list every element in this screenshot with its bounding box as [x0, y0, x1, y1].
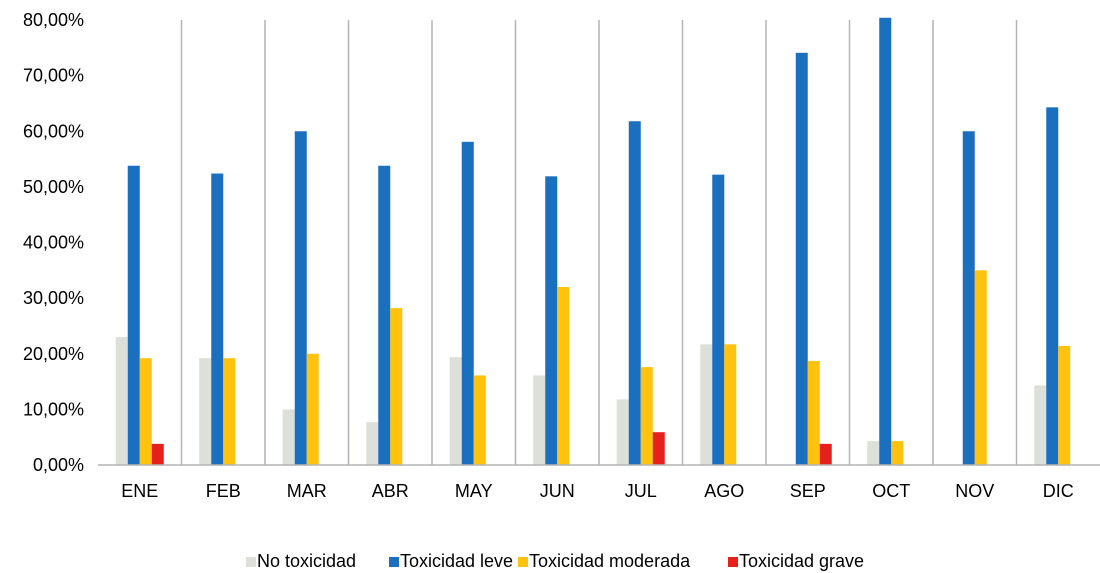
bar-sep-toxicidad-moderada — [807, 360, 820, 465]
bar-dic-no-toxicidad — [1034, 385, 1047, 465]
y-tick-label: 10,00% — [23, 399, 84, 419]
x-tick-label: MAY — [455, 481, 493, 501]
bar-nov-toxicidad-moderada — [974, 270, 987, 465]
bar-jun-no-toxicidad — [533, 375, 546, 465]
x-tick-label: ENE — [121, 481, 158, 501]
y-tick-label: 80,00% — [23, 10, 84, 30]
y-axis: 0,00% 10,00% 20,00% 30,00% 40,00% 50,00% 60,00… — [23, 10, 84, 475]
bar-oct-toxicidad-moderada — [891, 441, 904, 465]
x-tick-label: DIC — [1043, 481, 1074, 501]
y-tick-label: 20,00% — [23, 344, 84, 364]
x-tick-label: MAR — [287, 481, 327, 501]
bar-sep-toxicidad-grave — [819, 443, 832, 465]
bar-may-toxicidad-leve — [461, 141, 474, 465]
legend-swatch — [389, 557, 399, 567]
y-tick-label: 0,00% — [33, 455, 84, 475]
bar-ene-no-toxicidad — [115, 337, 128, 465]
bar-jul-toxicidad-moderada — [640, 367, 653, 465]
bar-ene-toxicidad-moderada — [139, 358, 152, 465]
bar-ene-toxicidad-leve — [127, 165, 140, 466]
legend-label: Toxicidad moderada — [529, 551, 691, 571]
bar-abr-no-toxicidad — [366, 422, 379, 465]
bar-ene-toxicidad-grave — [151, 443, 164, 465]
bar-jul-no-toxicidad — [616, 399, 629, 465]
legend-label: Toxicidad leve — [400, 551, 513, 571]
x-axis: ENE FEB MAR ABR MAY JUN JUL AGO SEP OCT NOV DIC — [121, 481, 1074, 501]
legend-swatch — [246, 557, 256, 567]
bar-jul-toxicidad-grave — [652, 432, 665, 465]
legend-label: No toxicidad — [257, 551, 356, 571]
x-tick-label: FEB — [206, 481, 241, 501]
x-tick-label: OCT — [872, 481, 910, 501]
bar-abr-toxicidad-moderada — [390, 308, 403, 465]
bar-nov-toxicidad-leve — [962, 131, 975, 465]
bar-dic-toxicidad-leve — [1046, 107, 1059, 466]
bar-jun-toxicidad-moderada — [557, 287, 570, 465]
x-tick-label: NOV — [955, 481, 994, 501]
legend: No toxicidad Toxicidad leve Toxicidad mode… — [246, 551, 864, 571]
x-tick-label: AGO — [704, 481, 744, 501]
bar-dic-toxicidad-moderada — [1058, 345, 1071, 465]
bar-oct-no-toxicidad — [867, 441, 880, 465]
bar-ago-toxicidad-moderada — [724, 344, 737, 465]
y-tick-label: 40,00% — [23, 233, 84, 253]
bar-may-no-toxicidad — [449, 357, 462, 465]
y-tick-label: 30,00% — [23, 288, 84, 308]
bar-oct-toxicidad-leve — [879, 17, 892, 466]
bar-mar-no-toxicidad — [282, 409, 295, 465]
bar-mar-toxicidad-leve — [294, 131, 307, 465]
x-tick-label: ABR — [372, 481, 409, 501]
bars — [115, 17, 1071, 466]
x-tick-label: SEP — [790, 481, 826, 501]
bar-abr-toxicidad-leve — [378, 165, 391, 466]
y-tick-label: 50,00% — [23, 177, 84, 197]
legend-swatch — [518, 557, 528, 567]
bar-mar-toxicidad-moderada — [306, 353, 319, 465]
bar-jul-toxicidad-leve — [628, 121, 641, 466]
bar-ago-no-toxicidad — [700, 344, 713, 465]
bar-jun-toxicidad-leve — [545, 176, 558, 465]
x-tick-label: JUN — [540, 481, 575, 501]
legend-label: Toxicidad grave — [739, 551, 864, 571]
bar-feb-toxicidad-leve — [211, 173, 224, 465]
y-tick-label: 60,00% — [23, 121, 84, 141]
bar-ago-toxicidad-leve — [712, 174, 725, 465]
category-separators — [180, 20, 1018, 465]
bar-feb-no-toxicidad — [199, 358, 212, 465]
bar-feb-toxicidad-moderada — [223, 358, 236, 465]
y-tick-label: 70,00% — [23, 66, 84, 86]
bar-may-toxicidad-moderada — [473, 375, 486, 465]
legend-swatch — [728, 557, 738, 567]
x-tick-label: JUL — [625, 481, 657, 501]
bar-sep-toxicidad-leve — [795, 52, 808, 465]
